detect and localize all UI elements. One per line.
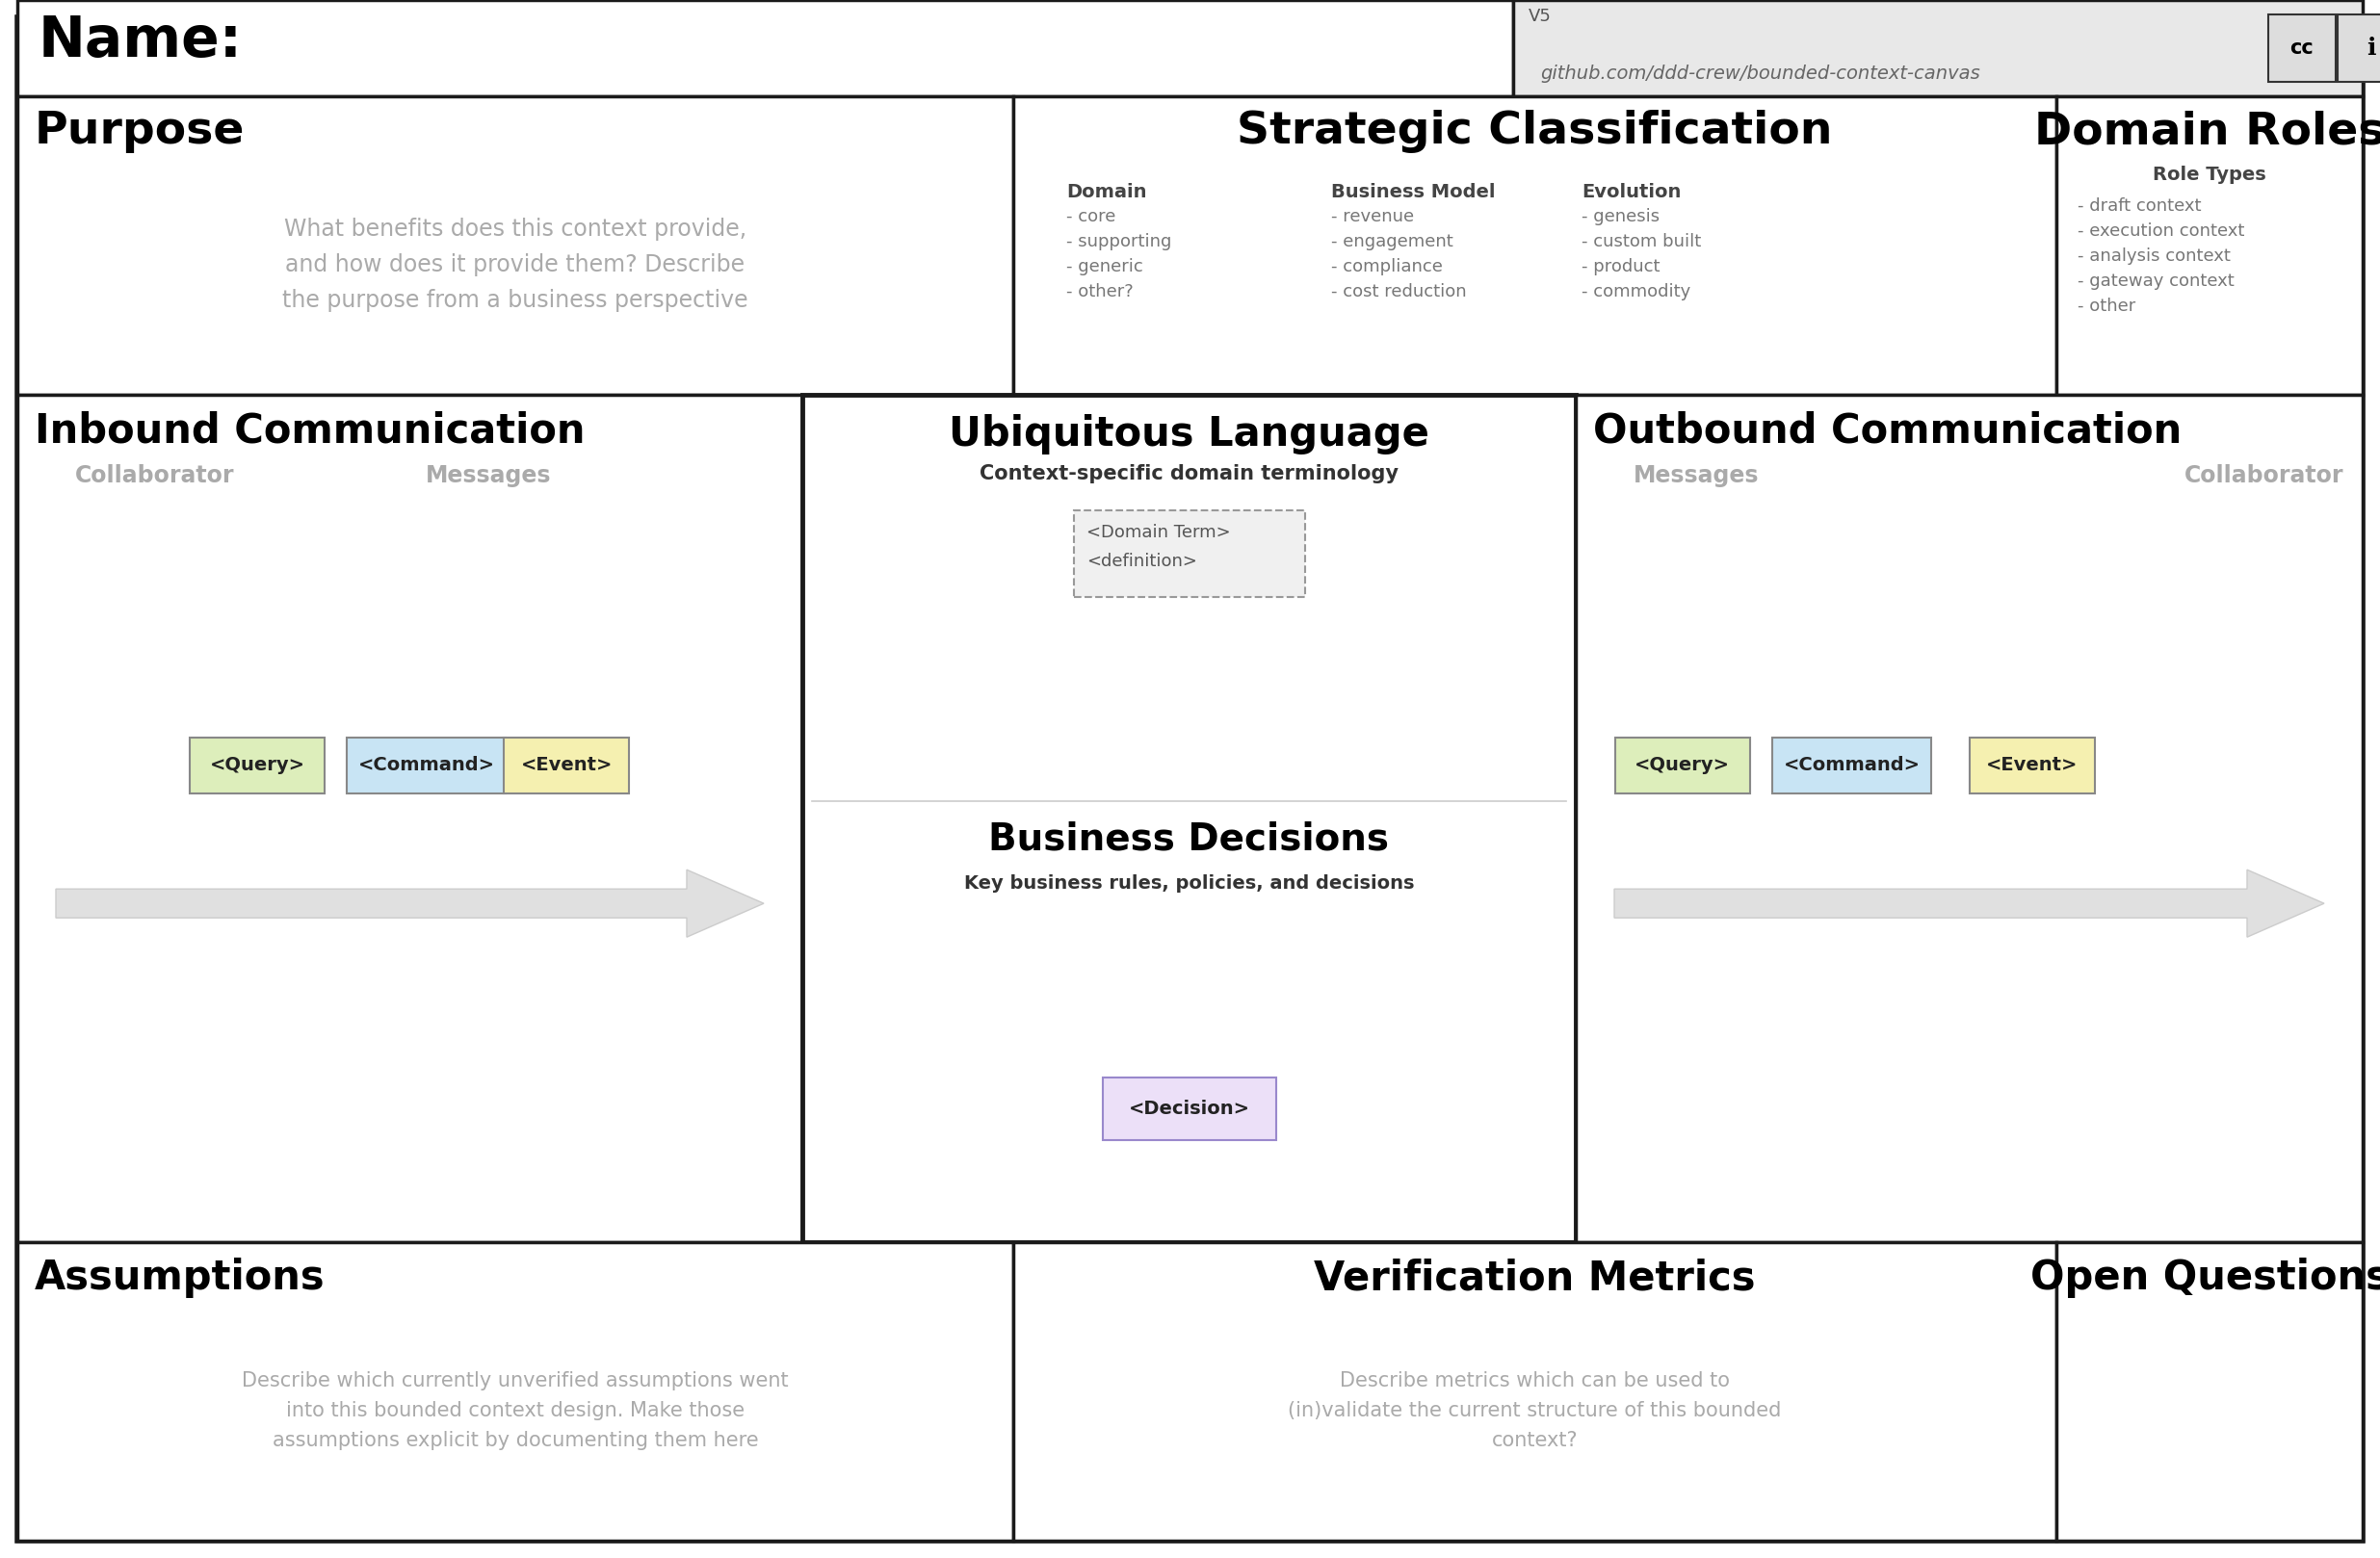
Bar [17, 1242, 1014, 1541]
Text: Collaborator: Collaborator [2185, 464, 2344, 488]
Text: - product: - product [1583, 259, 1659, 276]
Text: Role Types: Role Types [2154, 165, 2266, 184]
Bar [347, 737, 507, 793]
Text: <Query>: <Query> [1635, 756, 1730, 774]
Bar [1102, 1078, 1276, 1140]
Text: Describe metrics which can be used to
(in)validate the current structure of this: Describe metrics which can be used to (i… [1288, 1371, 1783, 1450]
Text: Inbound Communication: Inbound Communication [36, 410, 585, 450]
Text: What benefits does this context provide,
and how does it provide them? Describe
: What benefits does this context provide,… [283, 217, 747, 312]
Text: github.com/ddd-crew/bounded-context-canvas: github.com/ddd-crew/bounded-context-canv… [1540, 64, 1980, 83]
Text: - commodity: - commodity [1583, 284, 1690, 301]
Text: - revenue: - revenue [1330, 207, 1414, 226]
Text: Verification Metrics: Verification Metrics [1314, 1257, 1756, 1298]
Text: Key business rules, policies, and decisions: Key business rules, policies, and decisi… [964, 874, 1414, 893]
Polygon shape [1614, 869, 2325, 936]
Text: Collaborator: Collaborator [76, 464, 236, 488]
Text: Context-specific domain terminology: Context-specific domain terminology [981, 464, 1399, 483]
Text: <Event>: <Event> [521, 756, 612, 774]
Text: - generic: - generic [1066, 259, 1142, 276]
Text: Evolution: Evolution [1583, 182, 1680, 201]
Text: Open Questions: Open Questions [2030, 1257, 2380, 1298]
Text: - gateway context: - gateway context [2078, 273, 2235, 290]
Bar [2337, 14, 2380, 83]
Bar [1773, 737, 1933, 793]
Text: - compliance: - compliance [1330, 259, 1442, 276]
Bar [1014, 97, 2056, 394]
Text: - execution context: - execution context [2078, 223, 2244, 240]
Text: Messages: Messages [426, 464, 552, 488]
Bar [2268, 14, 2335, 83]
Text: - supporting: - supporting [1066, 234, 1171, 251]
Text: - custom built: - custom built [1583, 234, 1702, 251]
Text: <Event>: <Event> [1985, 756, 2078, 774]
Text: ℹ: ℹ [2366, 36, 2375, 59]
Bar [1514, 0, 2363, 97]
Text: Describe which currently unverified assumptions went
into this bounded context d: Describe which currently unverified assu… [243, 1371, 788, 1450]
Text: <Query>: <Query> [209, 756, 305, 774]
Text: cc: cc [2290, 39, 2313, 58]
Bar [190, 737, 326, 793]
Bar [1616, 737, 1749, 793]
Text: <definition>: <definition> [1088, 553, 1197, 570]
Bar [505, 737, 628, 793]
Text: <Command>: <Command> [1783, 756, 1921, 774]
Text: Domain: Domain [1066, 182, 1147, 201]
Bar [1014, 1242, 2056, 1541]
Bar [2056, 97, 2363, 394]
Text: <Command>: <Command> [357, 756, 495, 774]
Bar [1576, 394, 2363, 1242]
Bar [17, 394, 802, 1242]
Text: <Decision>: <Decision> [1128, 1100, 1250, 1119]
Text: Outbound Communication: Outbound Communication [1592, 410, 2182, 450]
Text: Business Model: Business Model [1330, 182, 1495, 201]
Text: <Domain Term>: <Domain Term> [1088, 523, 1230, 541]
Polygon shape [55, 869, 764, 936]
Text: - draft context: - draft context [2078, 198, 2202, 215]
Text: - core: - core [1066, 207, 1116, 226]
Text: - genesis: - genesis [1583, 207, 1659, 226]
Text: Messages: Messages [1633, 464, 1759, 488]
Text: Ubiquitous Language: Ubiquitous Language [950, 414, 1430, 455]
Text: Strategic Classification: Strategic Classification [1238, 109, 1833, 153]
Text: - analysis context: - analysis context [2078, 248, 2230, 265]
Text: Domain Roles: Domain Roles [2035, 109, 2380, 153]
Text: Name:: Name: [38, 14, 243, 69]
Text: - other: - other [2078, 298, 2135, 315]
Text: Purpose: Purpose [36, 109, 245, 153]
Bar [17, 0, 1514, 97]
Bar [1073, 511, 1304, 597]
Text: Assumptions: Assumptions [36, 1257, 326, 1298]
Text: - engagement: - engagement [1330, 234, 1454, 251]
Bar [2056, 1242, 2363, 1541]
Bar [17, 97, 1014, 394]
Text: - cost reduction: - cost reduction [1330, 284, 1466, 301]
Bar [1968, 737, 2094, 793]
Text: - other?: - other? [1066, 284, 1133, 301]
Bar [802, 394, 1576, 1242]
Text: V5: V5 [1528, 8, 1552, 25]
Text: Business Decisions: Business Decisions [988, 821, 1390, 857]
